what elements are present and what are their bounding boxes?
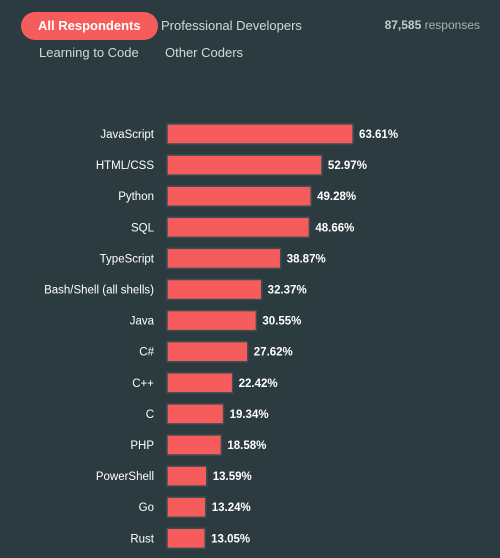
- value-label: 13.59%: [213, 471, 252, 483]
- bar[interactable]: [166, 434, 223, 456]
- value-label: 30.55%: [262, 316, 301, 328]
- value-label: 22.42%: [239, 378, 278, 390]
- bar[interactable]: [166, 247, 282, 270]
- category-label: Go: [139, 502, 154, 514]
- bar[interactable]: [166, 372, 234, 394]
- value-label: 63.61%: [359, 129, 398, 141]
- category-label: PowerShell: [96, 471, 154, 483]
- bar[interactable]: [166, 278, 263, 301]
- value-label: 19.34%: [230, 409, 269, 421]
- category-label: TypeScript: [100, 253, 155, 265]
- bar[interactable]: [166, 216, 311, 239]
- bar[interactable]: [166, 496, 207, 518]
- category-label: JavaScript: [100, 129, 154, 141]
- response-count-number: 87,585: [384, 18, 422, 32]
- bar[interactable]: [166, 309, 258, 332]
- value-label: 52.97%: [328, 160, 367, 172]
- bar[interactable]: [166, 123, 354, 145]
- value-label: 32.37%: [268, 285, 307, 297]
- bar[interactable]: [166, 403, 225, 425]
- category-label: Python: [118, 191, 154, 203]
- tab-all-respondents[interactable]: All Respondents: [21, 12, 158, 40]
- value-label: 38.87%: [287, 253, 326, 265]
- bar[interactable]: [166, 527, 206, 550]
- response-count: 87,585 responses: [385, 18, 480, 32]
- value-label: 48.66%: [315, 222, 354, 234]
- category-label: PHP: [130, 440, 154, 452]
- category-label: C: [146, 409, 154, 421]
- category-label: C#: [139, 347, 154, 359]
- response-count-label: responses: [424, 18, 480, 32]
- category-label: SQL: [131, 222, 155, 234]
- value-label: 18.58%: [227, 440, 266, 452]
- tab-professional-developers[interactable]: Professional Developers: [161, 18, 302, 33]
- value-label: 27.62%: [254, 347, 293, 359]
- bar[interactable]: [166, 340, 249, 363]
- category-label: Rust: [130, 533, 154, 545]
- bar[interactable]: [166, 465, 208, 487]
- category-label: C++: [132, 378, 154, 390]
- bar[interactable]: [166, 154, 323, 176]
- value-label: 13.24%: [212, 502, 251, 514]
- category-label: Bash/Shell (all shells): [44, 285, 154, 297]
- bar[interactable]: [166, 185, 312, 207]
- value-label: 13.05%: [211, 533, 250, 545]
- value-label: 49.28%: [317, 191, 356, 203]
- tab-learning-to-code[interactable]: Learning to Code: [39, 45, 139, 60]
- category-label: Java: [130, 316, 155, 328]
- category-label: HTML/CSS: [96, 160, 154, 172]
- tab-other-coders[interactable]: Other Coders: [165, 45, 244, 60]
